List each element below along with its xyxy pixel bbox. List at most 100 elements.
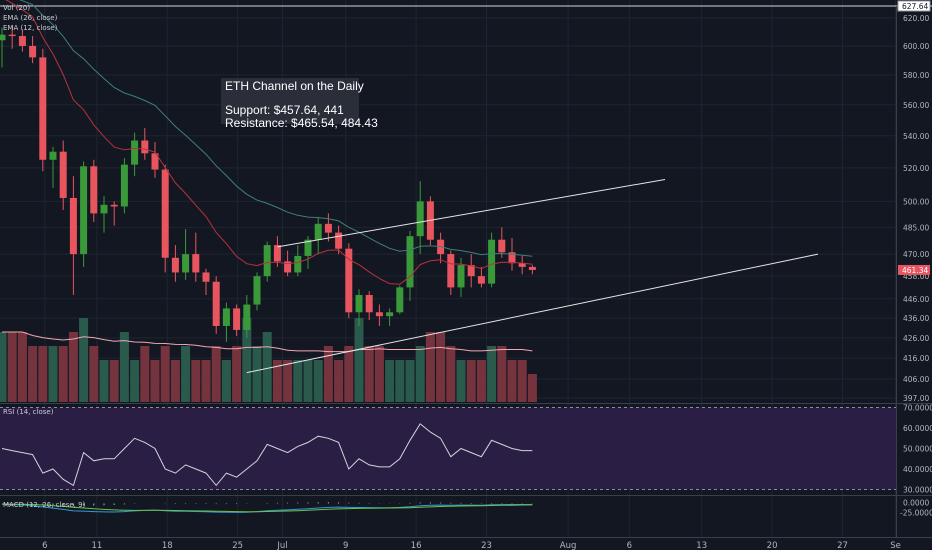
volume-bar [497, 346, 507, 402]
vol-indicator-label[interactable]: Vol (20) [3, 4, 31, 12]
volume-bar [334, 360, 344, 402]
candle-body [222, 308, 230, 326]
time-tick-label: 6 [627, 541, 632, 550]
candle-body [49, 151, 57, 160]
annotation-title: ETH Channel on the Daily [225, 79, 364, 93]
time-tick-label: 9 [343, 541, 348, 550]
candle-body [345, 248, 353, 313]
candles [0, 26, 536, 342]
rsi-band [0, 407, 896, 490]
price-tick-label: 620.00 [903, 14, 929, 23]
ema12-line [5, 0, 533, 285]
volume-bar [130, 360, 140, 402]
macd-tick-label: -25.0000 [900, 509, 932, 518]
candle-body [335, 232, 343, 249]
rsi-indicator-label[interactable]: RSI (14, close) [3, 408, 54, 416]
macd-indicator-label[interactable]: MACD (12, 26, close, 9) [3, 501, 86, 509]
rsi-tick-label: 60.0000 [903, 424, 932, 433]
volume-bar [211, 346, 221, 402]
candle-body [59, 151, 67, 198]
candle-body [518, 263, 526, 267]
macd-signal-line [1, 503, 533, 513]
volume-bars [0, 318, 537, 402]
time-tick-label: Se [890, 541, 901, 550]
volume-bar [262, 332, 272, 402]
rsi-line [1, 423, 533, 487]
candle-body [406, 236, 414, 288]
price-tick-label: 406.00 [903, 375, 929, 384]
annotation-box[interactable]: ETH Channel on the Daily Support: $457.6… [221, 78, 378, 130]
price-tick-label: 446.00 [903, 295, 929, 304]
volume-bar [28, 346, 38, 402]
ema26-indicator-label[interactable]: EMA (26, close) [3, 14, 58, 22]
volume-bar [425, 332, 435, 402]
volume-bar [150, 360, 160, 402]
volume-bar [272, 360, 282, 402]
candle-body [508, 252, 516, 264]
price-tick-label: 416.00 [903, 354, 929, 363]
candle-body [488, 239, 496, 284]
candle-body [447, 254, 455, 288]
price-tick-label: 397.00 [903, 394, 929, 403]
candle-body [457, 265, 465, 288]
ema26-line [18, 0, 533, 257]
candle-body [192, 254, 200, 273]
candle-body [39, 57, 47, 160]
candle-body [396, 287, 404, 313]
candle-body [498, 239, 506, 253]
volume-bar [436, 332, 446, 402]
axes: 620.00 600.00 580.00 560.00 540.00 520.00 500.… [42, 0, 932, 550]
rsi-tick-label: 40.0000 [903, 465, 932, 474]
candle-body [0, 34, 6, 41]
rsi-tick-label: 30.0000 [903, 486, 932, 495]
volume-bar [354, 318, 364, 402]
time-tick-label: 23 [481, 541, 492, 550]
candle-body [100, 204, 108, 214]
volume-bar [415, 346, 425, 402]
volume-ma-line [2, 331, 533, 353]
candle-body [355, 294, 363, 313]
candle-body [141, 140, 149, 154]
candle-body [8, 34, 16, 37]
candle-body [528, 266, 536, 270]
candle-body [18, 36, 26, 46]
time-tick-label: 25 [232, 541, 243, 550]
volume-bar [221, 360, 231, 402]
volume-bar [395, 360, 405, 402]
volume-bar [446, 346, 456, 402]
rsi-tick-label: 50.0000 [903, 445, 932, 454]
candle-body [171, 257, 179, 273]
time-tick-label: Jul [276, 541, 287, 550]
time-tick-label: 27 [837, 541, 848, 550]
price-tick-label: 485.00 [903, 223, 929, 232]
volume-bar [68, 332, 78, 402]
candle-body [161, 169, 169, 258]
price-tick-label: 458.00 [903, 272, 929, 281]
time-tick-label: Aug [560, 541, 577, 550]
volume-bar [293, 360, 303, 402]
volume-bar [456, 360, 466, 402]
price-tick-label: 436.00 [903, 314, 929, 323]
volume-bar [517, 360, 527, 402]
candle-body [477, 276, 485, 284]
candle-body [110, 204, 118, 207]
volume-bar [0, 332, 7, 402]
volume-bar [323, 346, 333, 402]
candle-body [416, 201, 424, 237]
candle-body [273, 245, 281, 262]
channel-line-support [246, 253, 819, 374]
macd-line [1, 503, 533, 513]
volume-bar [140, 346, 150, 402]
top-price-badge-text: 627.64 [902, 2, 928, 11]
ema12-indicator-label[interactable]: EMA (12, close) [3, 24, 58, 32]
volume-bar [48, 346, 58, 402]
volume-bar [160, 346, 170, 402]
volume-bar [405, 360, 415, 402]
candle-body [29, 45, 37, 58]
volume-bar [201, 360, 211, 402]
volume-bar [79, 318, 89, 402]
volume-bar [344, 346, 354, 402]
last-price-badge [898, 264, 930, 275]
